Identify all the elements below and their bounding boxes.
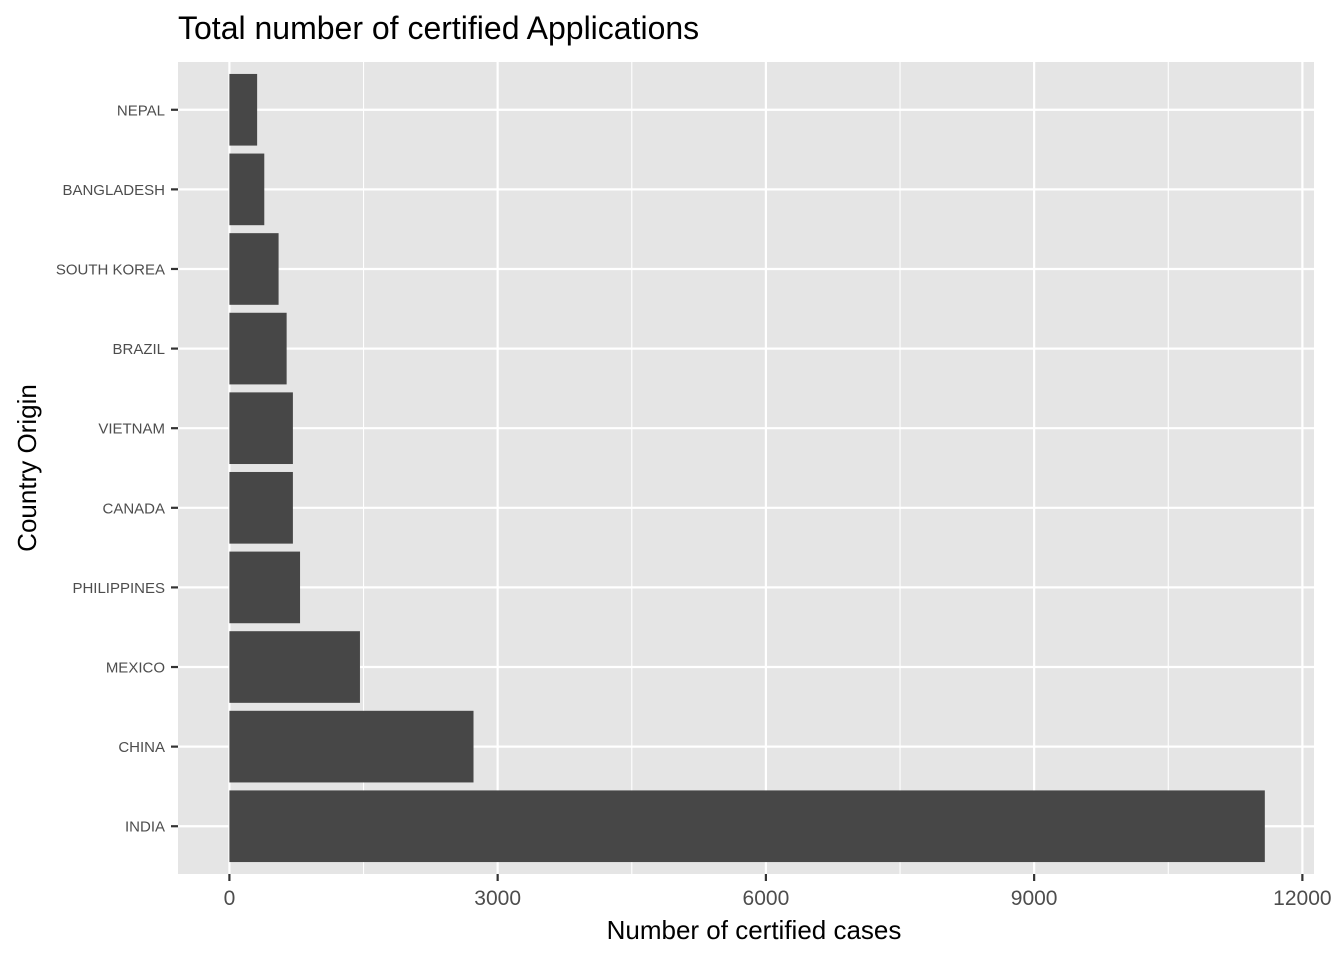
- y-tick-label: BRAZIL: [112, 341, 165, 358]
- y-tick-label: INDIA: [125, 819, 165, 836]
- bar-india: [229, 790, 1265, 863]
- bars: [229, 73, 1265, 863]
- y-tick-label: BANGLADESH: [62, 182, 165, 199]
- bar-brazil: [229, 312, 287, 385]
- bar-south-korea: [229, 233, 279, 305]
- y-tick-label: NEPAL: [117, 102, 165, 119]
- y-tick-label: CHINA: [118, 739, 165, 756]
- y-axis-title: Country Origin: [12, 384, 42, 552]
- x-tick-label: 6000: [743, 887, 790, 910]
- bar-philippines: [229, 551, 301, 624]
- x-tick-label: 9000: [1011, 887, 1058, 910]
- bar-nepal: [229, 73, 258, 146]
- x-tick-label: 0: [224, 887, 236, 910]
- bar-canada: [229, 471, 293, 544]
- x-axis-title: Number of certified cases: [607, 915, 902, 945]
- bar-bangladesh: [229, 153, 265, 226]
- x-tick-label: 12000: [1273, 887, 1331, 910]
- bar-vietnam: [229, 392, 293, 465]
- bar-china: [229, 710, 474, 783]
- x-tick-label: 3000: [474, 887, 521, 910]
- y-tick-label: SOUTH KOREA: [56, 261, 165, 278]
- chart-title: Total number of certified Applications: [178, 10, 699, 46]
- x-axis: 0 3000 6000 9000 12000: [224, 874, 1332, 910]
- bar-mexico: [229, 631, 360, 703]
- y-tick-label: PHILIPPINES: [72, 580, 165, 597]
- y-axis: INDIA CHINA MEXICO PHILIPPINES CANADA VIETNAM…: [56, 102, 178, 836]
- y-tick-label: CANADA: [102, 500, 165, 517]
- y-tick-label: VIETNAM: [98, 421, 165, 438]
- y-tick-label: MEXICO: [106, 660, 165, 677]
